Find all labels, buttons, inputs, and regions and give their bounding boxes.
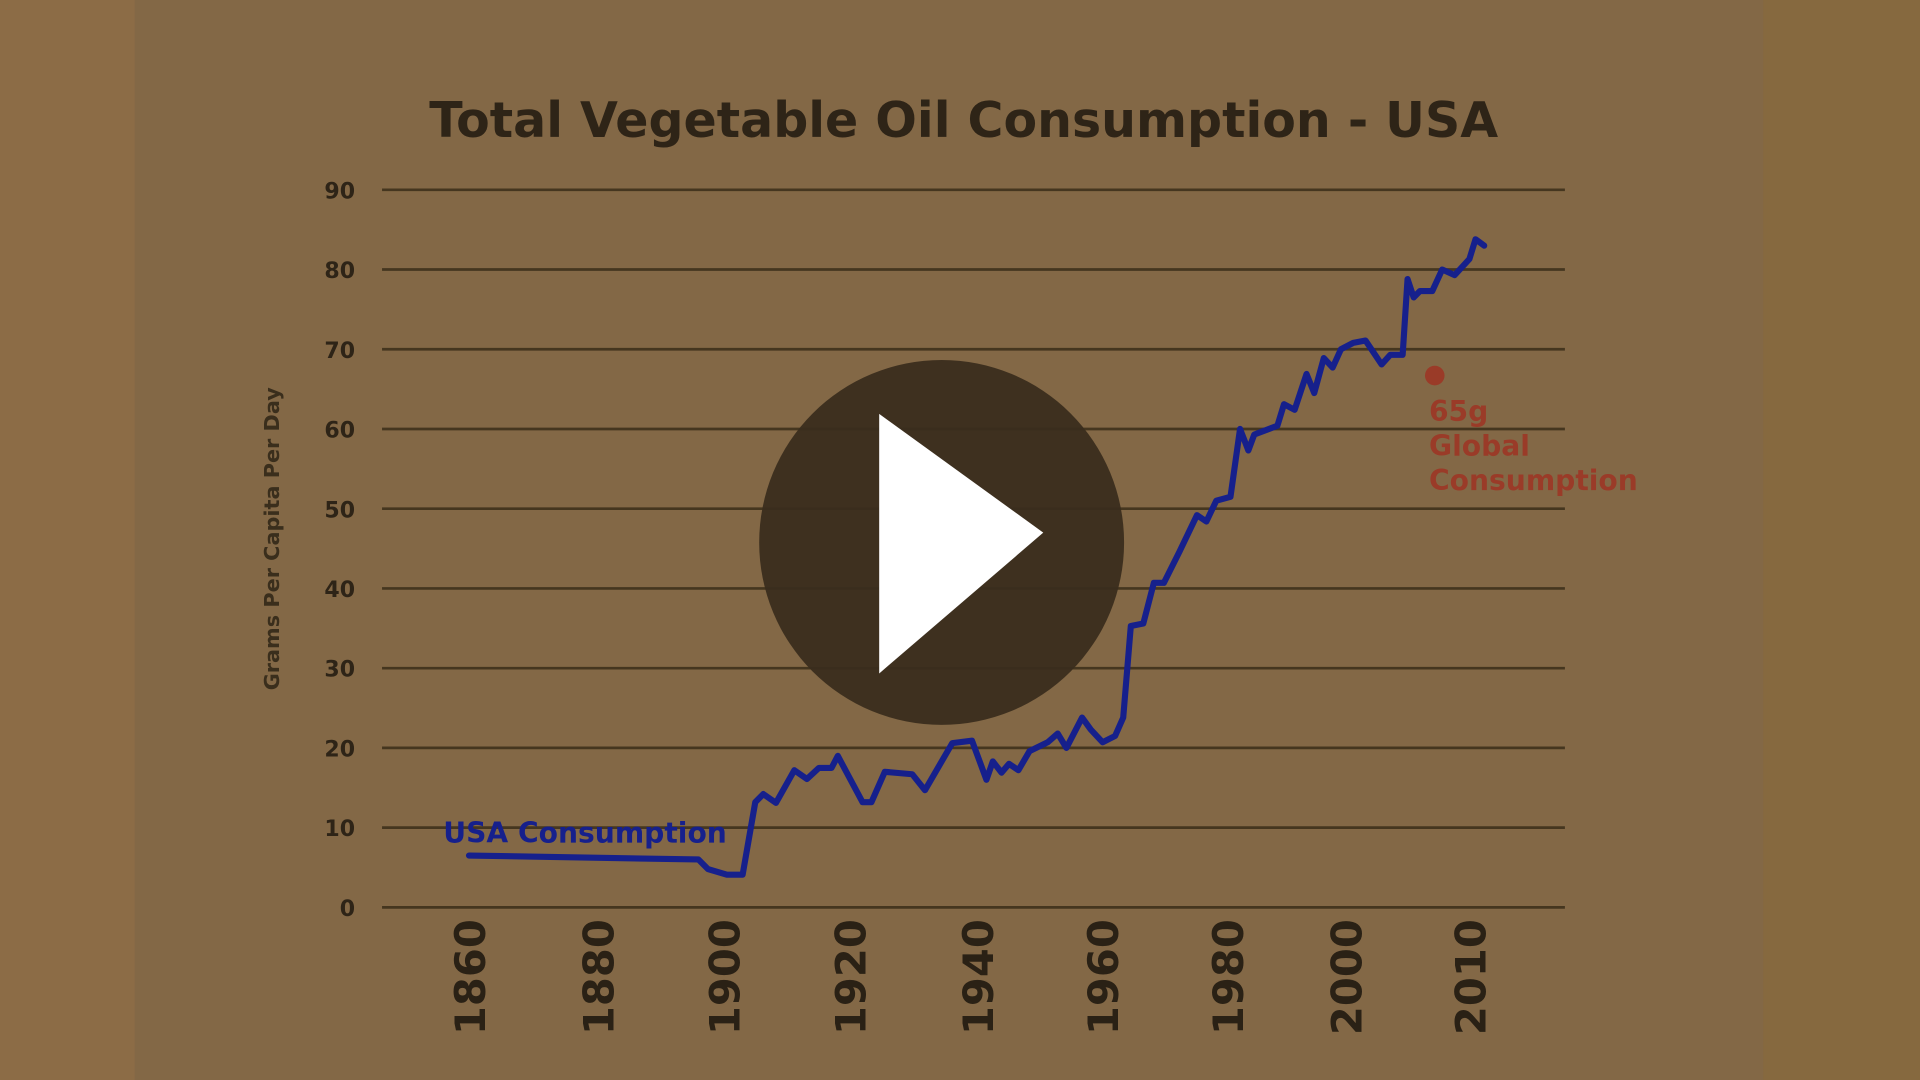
x-tick-label: 1920 (827, 919, 876, 1035)
left-side-strip (0, 0, 135, 1080)
y-tick-label: 0 (340, 897, 355, 922)
x-tick-label: 1960 (1079, 919, 1128, 1035)
y-tick-label: 40 (324, 578, 355, 603)
x-tick-label: 1900 (701, 919, 750, 1035)
global-consumption-label-line: Consumption (1429, 464, 1638, 497)
x-tick-label: 1860 (446, 919, 495, 1035)
global-consumption-label-line: 65g (1429, 395, 1488, 428)
y-tick-label: 30 (324, 658, 355, 683)
x-tick-label: 1940 (954, 919, 1003, 1035)
x-tick-label: 1880 (574, 919, 623, 1035)
usa-consumption-line (465, 236, 1488, 878)
y-tick-label: 20 (324, 737, 355, 762)
x-tick-label: 2010 (1446, 919, 1495, 1035)
global-consumption-label-line: Global (1429, 430, 1530, 463)
y-tick-label: 60 (324, 419, 355, 444)
y-tick-label: 90 (324, 179, 355, 204)
y-tick-label: 50 (324, 498, 355, 523)
play-button[interactable] (759, 360, 1125, 725)
y-tick-label: 80 (324, 259, 355, 284)
y-tick-label: 70 (324, 339, 355, 364)
x-tick-label: 1980 (1204, 919, 1253, 1035)
chart-title: Total Vegetable Oil Consumption - USA (429, 92, 1498, 149)
x-tick-labels: 1860 1880 1900 1920 1940 1960 1980 2000 2010 (446, 919, 1495, 1035)
y-axis-label: Grams Per Capita Per Day (260, 387, 284, 691)
y-tick-label: 10 (324, 817, 355, 842)
global-consumption-marker (1424, 365, 1445, 386)
x-tick-label: 2000 (1323, 919, 1372, 1035)
right-side-strip (1763, 0, 1920, 1080)
play-icon[interactable] (879, 413, 1044, 674)
usa-consumption-label: USA Consumption (443, 816, 727, 849)
y-tick-labels: 0 10 20 30 40 50 60 70 80 90 (324, 179, 355, 922)
